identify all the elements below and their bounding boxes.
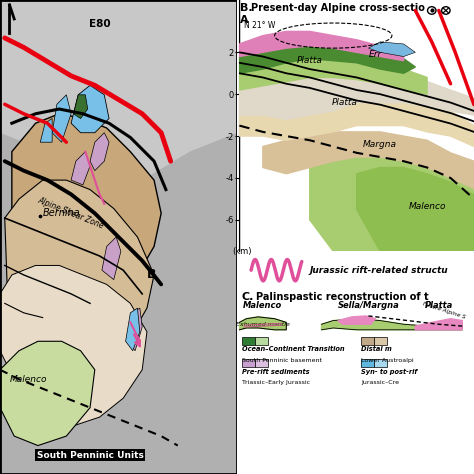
Bar bbox=[361, 359, 374, 367]
Polygon shape bbox=[415, 319, 462, 330]
Polygon shape bbox=[338, 316, 375, 324]
Text: Future Alpine S: Future Alpine S bbox=[422, 301, 466, 319]
Text: Malenco: Malenco bbox=[243, 301, 283, 310]
Circle shape bbox=[428, 7, 436, 14]
Text: A: A bbox=[240, 15, 248, 25]
Text: Exhumed mantle: Exhumed mantle bbox=[236, 322, 290, 327]
Bar bbox=[361, 337, 374, 345]
Polygon shape bbox=[71, 85, 109, 133]
Text: Err: Err bbox=[369, 49, 382, 58]
Polygon shape bbox=[0, 265, 147, 427]
Bar bbox=[242, 337, 255, 345]
Text: Jurassic–Cre: Jurassic–Cre bbox=[361, 380, 400, 385]
Text: Syn- to post-rif: Syn- to post-rif bbox=[361, 369, 418, 375]
Polygon shape bbox=[102, 237, 121, 280]
Text: C.: C. bbox=[242, 292, 254, 302]
Polygon shape bbox=[239, 88, 474, 146]
Text: Malenco: Malenco bbox=[408, 202, 446, 211]
Polygon shape bbox=[52, 95, 71, 142]
Polygon shape bbox=[239, 40, 415, 73]
Polygon shape bbox=[0, 341, 95, 446]
Polygon shape bbox=[12, 114, 161, 303]
Polygon shape bbox=[356, 167, 474, 251]
Text: Sella/Margna: Sella/Margna bbox=[337, 301, 399, 310]
Text: Bernina: Bernina bbox=[43, 208, 81, 219]
Polygon shape bbox=[368, 42, 415, 56]
Text: Distal m: Distal m bbox=[361, 346, 392, 353]
Text: Alpine Shear Zone: Alpine Shear Zone bbox=[36, 196, 106, 231]
Polygon shape bbox=[239, 67, 474, 119]
Text: Palinspastic reconstruction of t: Palinspastic reconstruction of t bbox=[256, 292, 428, 302]
Bar bbox=[374, 337, 387, 345]
Polygon shape bbox=[239, 52, 427, 94]
Polygon shape bbox=[40, 118, 52, 142]
Text: Present-day Alpine cross-sectio: Present-day Alpine cross-sectio bbox=[251, 3, 425, 13]
Text: B.: B. bbox=[240, 3, 253, 13]
Polygon shape bbox=[90, 133, 109, 171]
Bar bbox=[374, 359, 387, 367]
Text: B: B bbox=[147, 268, 156, 282]
Polygon shape bbox=[0, 0, 237, 190]
Text: South Penninic Units: South Penninic Units bbox=[36, 451, 144, 460]
Bar bbox=[242, 359, 255, 367]
Text: Triassic–Early Jurassic: Triassic–Early Jurassic bbox=[242, 380, 310, 385]
Polygon shape bbox=[239, 31, 403, 61]
Bar bbox=[255, 359, 267, 367]
Polygon shape bbox=[321, 319, 462, 330]
Text: E80: E80 bbox=[89, 19, 110, 29]
Polygon shape bbox=[5, 180, 154, 370]
Polygon shape bbox=[263, 132, 474, 188]
Polygon shape bbox=[128, 308, 142, 351]
Text: Margna: Margna bbox=[363, 139, 397, 148]
Text: (km): (km) bbox=[232, 247, 252, 256]
Text: Ocean–Continent Transition: Ocean–Continent Transition bbox=[242, 346, 344, 353]
Text: Lower Austroalpi: Lower Austroalpi bbox=[361, 357, 414, 363]
Text: Malenco: Malenco bbox=[9, 375, 47, 383]
Polygon shape bbox=[126, 308, 140, 351]
Text: South Penninic basement: South Penninic basement bbox=[242, 357, 322, 363]
Polygon shape bbox=[310, 157, 474, 251]
Polygon shape bbox=[239, 317, 286, 330]
Polygon shape bbox=[71, 152, 90, 185]
Text: Platta: Platta bbox=[332, 98, 358, 107]
Text: Platta: Platta bbox=[297, 56, 323, 65]
Text: N 21° W: N 21° W bbox=[244, 21, 275, 30]
Bar bbox=[255, 337, 267, 345]
Text: Pre-rift sediments: Pre-rift sediments bbox=[242, 369, 310, 374]
Text: Jurassic rift-related structu: Jurassic rift-related structu bbox=[310, 266, 448, 274]
Circle shape bbox=[442, 7, 450, 14]
Polygon shape bbox=[73, 95, 88, 118]
Text: Platta: Platta bbox=[425, 301, 453, 310]
